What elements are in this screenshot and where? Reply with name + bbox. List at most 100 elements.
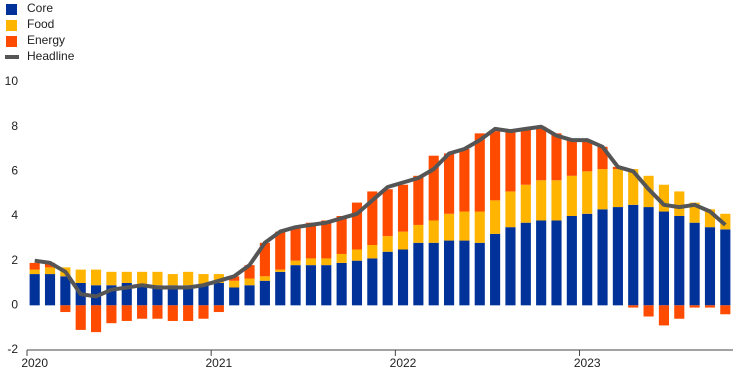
bar-segment xyxy=(643,305,654,317)
bar-segment xyxy=(520,222,531,306)
bar-segment xyxy=(474,242,485,306)
bar-segment xyxy=(244,265,255,279)
bar-segment xyxy=(213,274,224,283)
bar-segment xyxy=(75,305,86,330)
bar-segment xyxy=(474,211,485,243)
bar-segment xyxy=(367,245,378,259)
bar-segment xyxy=(474,133,485,212)
bar-segment xyxy=(490,131,501,201)
bar-segment xyxy=(720,213,731,230)
bar-segment xyxy=(505,191,516,228)
bar-segment xyxy=(167,274,178,286)
bar-segment xyxy=(121,271,132,283)
bar-segment xyxy=(44,274,56,306)
bar-segment xyxy=(428,155,439,221)
legend-label: Headline xyxy=(27,49,75,63)
bar-segment xyxy=(29,274,40,306)
bar-segment xyxy=(382,251,393,306)
bar-segment xyxy=(536,220,547,306)
bar-segment xyxy=(551,133,562,181)
bar-segment xyxy=(137,285,148,306)
bar-segment xyxy=(321,220,332,259)
bar-segment xyxy=(198,305,209,319)
bar-segment xyxy=(658,211,669,306)
bar-segment xyxy=(137,305,148,319)
bar-segment xyxy=(459,211,470,241)
bar-segment xyxy=(290,260,301,266)
bar-segment xyxy=(275,269,286,272)
bar-segment xyxy=(536,126,547,181)
bar-segment xyxy=(75,269,86,283)
bar-segment xyxy=(566,175,577,216)
y-tick-label: 10 xyxy=(5,74,19,88)
legend-swatch xyxy=(6,4,17,15)
bar-segment xyxy=(29,262,40,270)
bar-segment xyxy=(658,305,669,326)
bar-segment xyxy=(244,278,255,286)
bar-segment xyxy=(213,283,224,306)
bar-segment xyxy=(275,231,286,270)
bar-segment xyxy=(444,240,455,306)
bar-segment xyxy=(689,202,700,223)
bar-segment xyxy=(351,249,363,261)
bar-segment xyxy=(91,269,102,286)
x-tick-label: 2023 xyxy=(574,356,601,370)
legend-label: Energy xyxy=(27,33,65,47)
bar-segment xyxy=(490,200,501,234)
y-tick-label: 6 xyxy=(11,164,18,178)
bar-segment xyxy=(720,305,731,315)
bar-segment xyxy=(505,227,516,306)
y-tick-label: 8 xyxy=(11,119,18,133)
bar-segment xyxy=(704,227,716,306)
bar-segment xyxy=(397,184,409,232)
bar-segment xyxy=(444,153,455,214)
bar-segment xyxy=(674,305,685,319)
headline-line xyxy=(34,124,727,299)
bar-segment xyxy=(321,265,332,306)
bar-segment xyxy=(305,258,316,266)
bar-segment xyxy=(643,207,654,306)
bar-segment xyxy=(413,224,424,243)
bar-segment xyxy=(351,202,363,250)
bar-segment xyxy=(213,305,224,313)
bar-segment xyxy=(597,169,608,210)
bar-segment xyxy=(551,220,562,306)
bar-segment xyxy=(321,258,332,266)
y-tick-label: -2 xyxy=(7,342,18,356)
bar-segment xyxy=(367,258,378,306)
bar-segment xyxy=(44,267,56,275)
x-tick-label: 2020 xyxy=(21,356,48,370)
bar-segment xyxy=(121,305,132,321)
bar-segment xyxy=(382,236,393,252)
bar-segment xyxy=(444,213,455,241)
bar-segment xyxy=(674,216,685,306)
bar-segment xyxy=(720,229,731,306)
y-tick-label: 4 xyxy=(11,208,18,222)
legend-swatch xyxy=(6,20,17,31)
bar-segment xyxy=(229,276,240,281)
bar-segment xyxy=(290,227,301,261)
bar-segment xyxy=(413,242,424,306)
bar-segment xyxy=(612,169,623,208)
bar-segment xyxy=(566,216,577,306)
bar-segment xyxy=(290,265,301,306)
bar-segment xyxy=(229,287,240,306)
bar-segment xyxy=(259,242,270,277)
bar-segment xyxy=(551,180,562,221)
bar-segment xyxy=(505,131,516,192)
bar-segment xyxy=(689,305,700,308)
bar-segment xyxy=(167,305,178,321)
legend-swatch xyxy=(6,36,17,47)
bar-segment xyxy=(152,271,163,286)
x-tick-label: 2021 xyxy=(205,356,232,370)
bar-segment xyxy=(459,240,470,306)
bar-segment xyxy=(152,285,163,306)
bar-segment xyxy=(397,231,409,250)
bar-segment xyxy=(628,204,639,306)
bar-segment xyxy=(658,184,669,212)
bar-segment xyxy=(413,175,424,225)
bar-segment xyxy=(597,146,608,170)
bar-segment xyxy=(367,191,378,246)
bar-segment xyxy=(704,209,716,228)
